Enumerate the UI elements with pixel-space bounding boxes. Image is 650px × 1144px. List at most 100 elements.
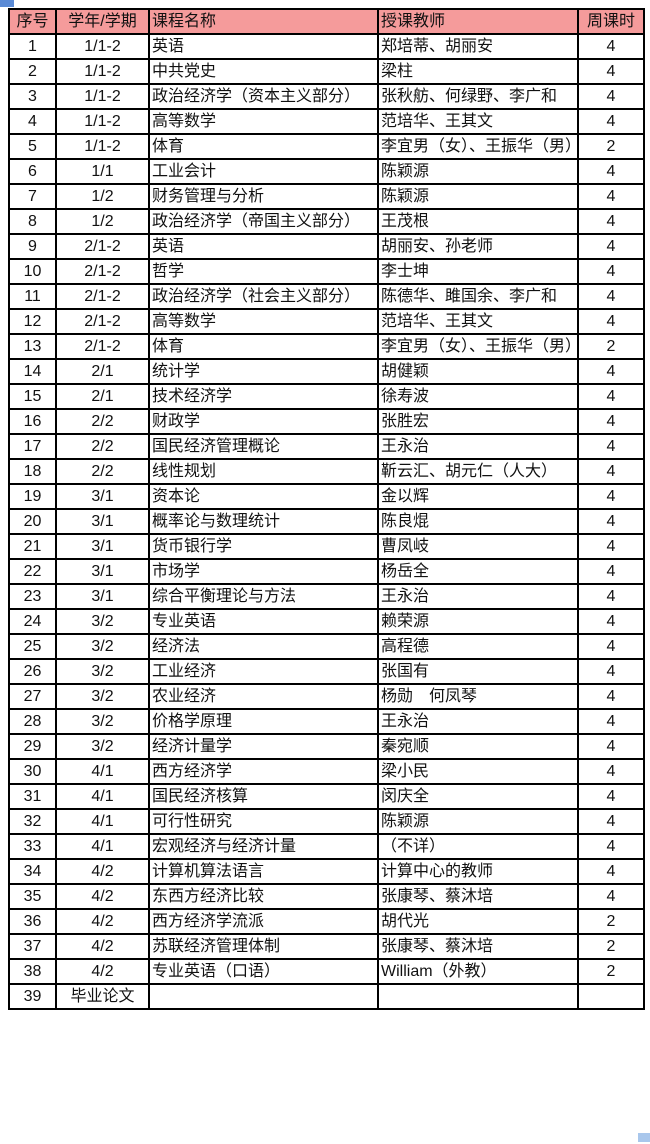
cell-term: 4/1 xyxy=(55,808,150,835)
cell-hours: 4 xyxy=(577,33,645,60)
cell-course: 西方经济学 xyxy=(148,758,379,785)
cell-hours: 2 xyxy=(577,133,645,160)
cell-course: 国民经济管理概论 xyxy=(148,433,379,460)
table-row: 39 毕业论文 xyxy=(8,983,645,1010)
cell-hours: 4 xyxy=(577,208,645,235)
cell-hours: 4 xyxy=(577,683,645,710)
selection-handle-bottom-right xyxy=(638,1133,650,1142)
cell-teacher: 李士坤 xyxy=(377,258,579,285)
cell-index: 12 xyxy=(8,308,57,335)
cell-course: 可行性研究 xyxy=(148,808,379,835)
table-row: 9 2/1-2 英语 胡丽安、孙老师 4 xyxy=(8,233,645,260)
cell-hours: 4 xyxy=(577,258,645,285)
cell-course: 线性规划 xyxy=(148,458,379,485)
table-row: 19 3/1 资本论 金以辉 4 xyxy=(8,483,645,510)
cell-term: 3/1 xyxy=(55,558,150,585)
cell-teacher: 梁柱 xyxy=(377,58,579,85)
column-header-index: 序号 xyxy=(8,8,57,35)
table-row: 38 4/2 专业英语（口语） William（外教） 2 xyxy=(8,958,645,985)
cell-teacher: 李宜男（女）、王振华（男） xyxy=(377,133,579,160)
table-row: 11 2/1-2 政治经济学（社会主义部分） 陈德华、雎国余、李广和 4 xyxy=(8,283,645,310)
cell-course: 政治经济学（资本主义部分） xyxy=(148,83,379,110)
cell-course: 哲学 xyxy=(148,258,379,285)
cell-index: 32 xyxy=(8,808,57,835)
cell-course: 专业英语（口语） xyxy=(148,958,379,985)
cell-teacher: 赖荣源 xyxy=(377,608,579,635)
cell-course: 统计学 xyxy=(148,358,379,385)
table-row: 1 1/1-2 英语 郑培蒂、胡丽安 4 xyxy=(8,33,645,60)
cell-teacher: 胡丽安、孙老师 xyxy=(377,233,579,260)
table-row: 24 3/2 专业英语 赖荣源 4 xyxy=(8,608,645,635)
cell-teacher: 闵庆全 xyxy=(377,783,579,810)
cell-term: 2/2 xyxy=(55,408,150,435)
cell-teacher: 张胜宏 xyxy=(377,408,579,435)
cell-course: 综合平衡理论与方法 xyxy=(148,583,379,610)
cell-term: 1/1-2 xyxy=(55,133,150,160)
cell-index: 14 xyxy=(8,358,57,385)
cell-term: 2/1 xyxy=(55,383,150,410)
table-row: 7 1/2 财务管理与分析 陈颖源 4 xyxy=(8,183,645,210)
cell-course: 价格学原理 xyxy=(148,708,379,735)
header-row: 序号 学年/学期 课程名称 授课教师 周课时 xyxy=(8,8,645,35)
cell-hours: 4 xyxy=(577,383,645,410)
cell-term: 1/1-2 xyxy=(55,33,150,60)
cell-hours: 2 xyxy=(577,933,645,960)
cell-teacher: William（外教） xyxy=(377,958,579,985)
cell-term: 3/2 xyxy=(55,608,150,635)
cell-teacher: 陈颖源 xyxy=(377,183,579,210)
cell-hours: 4 xyxy=(577,833,645,860)
cell-term: 1/2 xyxy=(55,183,150,210)
cell-index: 21 xyxy=(8,533,57,560)
cell-term: 3/2 xyxy=(55,708,150,735)
cell-index: 11 xyxy=(8,283,57,310)
table-row: 37 4/2 苏联经济管理体制 张康琴、蔡沐培 2 xyxy=(8,933,645,960)
column-header-teacher: 授课教师 xyxy=(377,8,579,35)
cell-index: 22 xyxy=(8,558,57,585)
cell-term: 4/2 xyxy=(55,958,150,985)
table-row: 30 4/1 西方经济学 梁小民 4 xyxy=(8,758,645,785)
cell-course: 政治经济学（帝国主义部分） xyxy=(148,208,379,235)
cell-hours: 2 xyxy=(577,908,645,935)
cell-hours: 2 xyxy=(577,958,645,985)
cell-teacher: 计算中心的教师 xyxy=(377,858,579,885)
cell-hours: 4 xyxy=(577,633,645,660)
cell-teacher: （不详） xyxy=(377,833,579,860)
cell-hours: 4 xyxy=(577,883,645,910)
cell-term: 3/1 xyxy=(55,508,150,535)
cell-teacher: 胡健颖 xyxy=(377,358,579,385)
table-row: 4 1/1-2 高等数学 范培华、王其文 4 xyxy=(8,108,645,135)
cell-index: 6 xyxy=(8,158,57,185)
cell-term: 3/1 xyxy=(55,533,150,560)
table-header: 序号 学年/学期 课程名称 授课教师 周课时 xyxy=(8,8,645,35)
cell-hours: 4 xyxy=(577,408,645,435)
cell-teacher: 张康琴、蔡沐培 xyxy=(377,933,579,960)
cell-teacher: 陈良焜 xyxy=(377,508,579,535)
cell-course: 经济计量学 xyxy=(148,733,379,760)
cell-teacher: 王永治 xyxy=(377,433,579,460)
cell-index: 19 xyxy=(8,483,57,510)
cell-term: 2/2 xyxy=(55,458,150,485)
cell-course: 西方经济学流派 xyxy=(148,908,379,935)
cell-teacher: 张康琴、蔡沐培 xyxy=(377,883,579,910)
cell-index: 16 xyxy=(8,408,57,435)
cell-term: 2/1-2 xyxy=(55,333,150,360)
cell-hours: 4 xyxy=(577,533,645,560)
table-row: 21 3/1 货币银行学 曹凤岐 4 xyxy=(8,533,645,560)
cell-course: 农业经济 xyxy=(148,683,379,710)
cell-index: 10 xyxy=(8,258,57,285)
cell-index: 17 xyxy=(8,433,57,460)
cell-term: 4/1 xyxy=(55,833,150,860)
cell-index: 23 xyxy=(8,583,57,610)
cell-teacher: 张秋舫、何绿野、李广和 xyxy=(377,83,579,110)
cell-term: 2/1 xyxy=(55,358,150,385)
cell-course: 国民经济核算 xyxy=(148,783,379,810)
cell-teacher: 李宜男（女）、王振华（男） xyxy=(377,333,579,360)
table-row: 26 3/2 工业经济 张国有 4 xyxy=(8,658,645,685)
cell-teacher: 杨岳全 xyxy=(377,558,579,585)
cell-teacher: 范培华、王其文 xyxy=(377,108,579,135)
table-row: 14 2/1 统计学 胡健颖 4 xyxy=(8,358,645,385)
cell-hours: 4 xyxy=(577,783,645,810)
cell-term: 4/2 xyxy=(55,908,150,935)
table-row: 5 1/1-2 体育 李宜男（女）、王振华（男） 2 xyxy=(8,133,645,160)
